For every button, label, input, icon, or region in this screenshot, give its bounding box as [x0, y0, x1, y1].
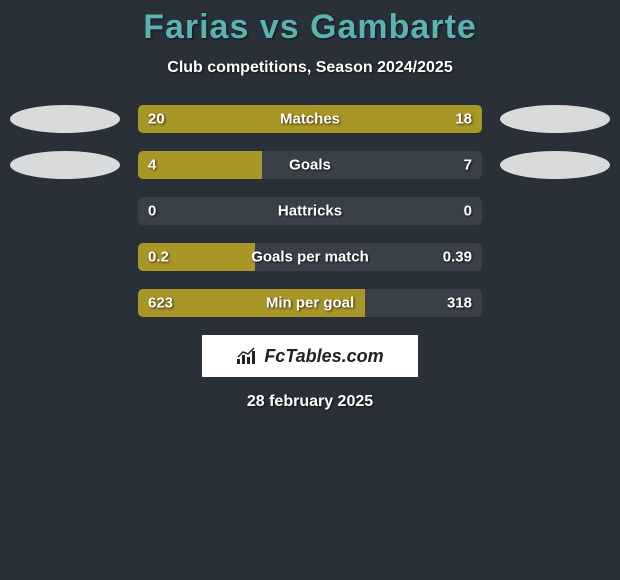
logo-text: FcTables.com [264, 346, 383, 367]
stat-value-left: 0.2 [148, 249, 169, 266]
stat-bar: 623 318 Min per goal [138, 289, 482, 317]
stat-value-right: 18 [455, 111, 472, 128]
player-left-oval [10, 151, 120, 179]
page-title: Farias vs Gambarte [0, 8, 620, 47]
stat-name: Min per goal [266, 295, 354, 312]
stat-value-left: 20 [148, 111, 165, 128]
player-left-oval [10, 105, 120, 133]
comparison-widget: Farias vs Gambarte Club competitions, Se… [0, 0, 620, 411]
stat-row: 0 0 Hattricks [0, 197, 620, 225]
stat-value-left: 4 [148, 157, 156, 174]
stat-value-right: 318 [447, 295, 472, 312]
date-label: 28 february 2025 [0, 393, 620, 411]
stat-value-left: 0 [148, 203, 156, 220]
stat-value-right: 0 [464, 203, 472, 220]
stat-bar: 4 7 Goals [138, 151, 482, 179]
stat-row: 623 318 Min per goal [0, 289, 620, 317]
stat-name: Hattricks [278, 203, 342, 220]
stats-list: 20 18 Matches 4 7 Goals 0 0 Hattricks 0.2 0.39 Goal… [0, 105, 620, 317]
stat-value-right: 7 [464, 157, 472, 174]
fctables-logo[interactable]: FcTables.com [202, 335, 418, 377]
stat-row: 20 18 Matches [0, 105, 620, 133]
stat-row: 0.2 0.39 Goals per match [0, 243, 620, 271]
stat-bar: 0.2 0.39 Goals per match [138, 243, 482, 271]
stat-value-left: 623 [148, 295, 173, 312]
stat-value-right: 0.39 [443, 249, 472, 266]
stat-name: Goals per match [251, 249, 369, 266]
player-right-oval [500, 151, 610, 179]
page-subtitle: Club competitions, Season 2024/2025 [0, 59, 620, 77]
stat-name: Goals [289, 157, 331, 174]
bar-fill-left [138, 151, 262, 179]
stat-row: 4 7 Goals [0, 151, 620, 179]
chart-icon [236, 347, 258, 365]
stat-bar: 20 18 Matches [138, 105, 482, 133]
stat-bar: 0 0 Hattricks [138, 197, 482, 225]
player-right-oval [500, 105, 610, 133]
stat-name: Matches [280, 111, 340, 128]
